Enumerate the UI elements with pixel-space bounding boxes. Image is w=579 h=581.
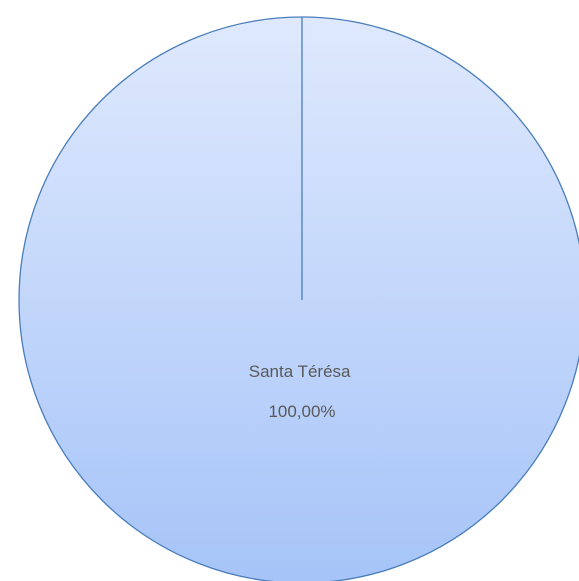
pie-slice-santa-te-re-sa xyxy=(18,16,579,581)
data-label-percent-text: 100,00% xyxy=(268,402,335,421)
data-label-category-text: Santa Térésa xyxy=(249,362,351,381)
data-label-category: Santa Térésa 100,00% xyxy=(249,362,356,421)
pie-data-labels: Santa Térésa 100,00% xyxy=(249,362,356,421)
pie-slices xyxy=(18,16,579,581)
